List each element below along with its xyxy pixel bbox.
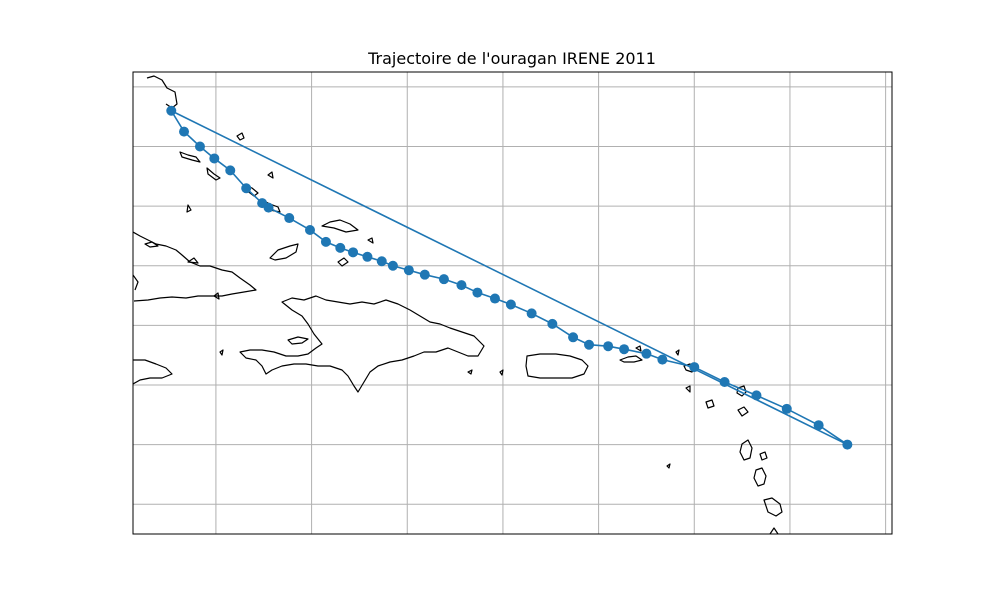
track-point-10	[320, 236, 331, 247]
track-point-24	[547, 318, 558, 329]
track-point-2	[194, 141, 205, 152]
track-point-18	[438, 274, 449, 285]
coastline-bahamas-8	[269, 243, 299, 261]
coastline-stvincent	[763, 497, 783, 517]
track-point-27	[603, 341, 614, 352]
track-point-15	[387, 260, 398, 271]
track-point-32	[719, 376, 730, 387]
coastline-islet-k	[666, 463, 671, 469]
track-point-28	[619, 344, 630, 355]
coastline-islet-f	[635, 345, 642, 352]
track-point-36	[842, 439, 853, 450]
track-point-8	[284, 213, 295, 224]
coastline-islet-a	[367, 237, 374, 244]
coastline-guadeloupe	[737, 406, 749, 417]
track-point-35	[813, 420, 824, 431]
coastline-turks	[321, 219, 359, 233]
track-point-11	[335, 242, 346, 253]
track-point-34	[781, 403, 792, 414]
track-point-0	[166, 105, 177, 116]
coastline-martinique	[759, 451, 768, 461]
hurricane-track	[166, 105, 853, 450]
track-point-9	[304, 224, 315, 235]
coastline-puerto-rico	[525, 353, 589, 379]
coastline-caicos	[337, 257, 349, 267]
coastline-grenadines	[769, 527, 779, 534]
coastline-cuba-tip	[133, 274, 139, 291]
track-point-17	[419, 269, 430, 280]
track-point-25	[568, 332, 579, 343]
coastline-cuba-south	[144, 241, 159, 248]
coastline-islet-i	[685, 385, 691, 393]
coastline-hispaniola	[239, 295, 485, 393]
coastline-islet-c	[219, 349, 224, 356]
track-point-31	[689, 362, 700, 373]
coastline-bahamas-1	[179, 151, 201, 163]
coastline-jamaica	[133, 359, 173, 385]
track-return-line-0	[170, 110, 848, 446]
coastline-islet-b	[213, 292, 220, 300]
coastlines	[133, 75, 783, 534]
track-point-20	[472, 287, 483, 298]
coastline-bahamas-7	[186, 204, 192, 213]
track-point-19	[456, 280, 467, 291]
coastline-bahamas-2	[206, 167, 221, 181]
track-point-3	[209, 153, 220, 164]
track-point-16	[403, 265, 414, 276]
track-point-1	[179, 126, 190, 137]
coastline-stlucia	[753, 467, 767, 487]
track-point-33	[751, 390, 762, 401]
coastline-cuba-keys	[187, 257, 199, 264]
track-point-21	[489, 293, 500, 304]
graticule	[133, 72, 892, 534]
track-point-26	[584, 339, 595, 350]
coastline-islet-d	[467, 369, 473, 375]
coastline-bahamas-3	[236, 132, 245, 141]
track-point-4	[225, 165, 236, 176]
coastline-virgin-islands	[619, 355, 643, 363]
coastline-islet-j	[705, 399, 715, 409]
track-point-14	[376, 256, 387, 267]
track-point-12	[348, 247, 359, 258]
track-point-5	[241, 183, 252, 194]
coastline-islet-g	[675, 349, 680, 356]
track-point-7	[263, 202, 274, 213]
coastline-islet-e	[499, 369, 504, 376]
track-point-22	[505, 299, 516, 310]
coastline-bahamas-6	[267, 171, 274, 179]
coastline-dominica	[739, 439, 753, 461]
plot-frame	[132, 71, 893, 535]
track-point-23	[526, 308, 537, 319]
track-point-13	[362, 251, 373, 262]
coastline-gonave	[287, 336, 309, 345]
map-title: Trajectoire de l'ouragan IRENE 2011	[367, 49, 656, 68]
track-point-30	[657, 354, 668, 365]
plot-area	[133, 72, 892, 534]
coastline-cuba	[133, 231, 257, 302]
track-point-29	[641, 348, 652, 359]
